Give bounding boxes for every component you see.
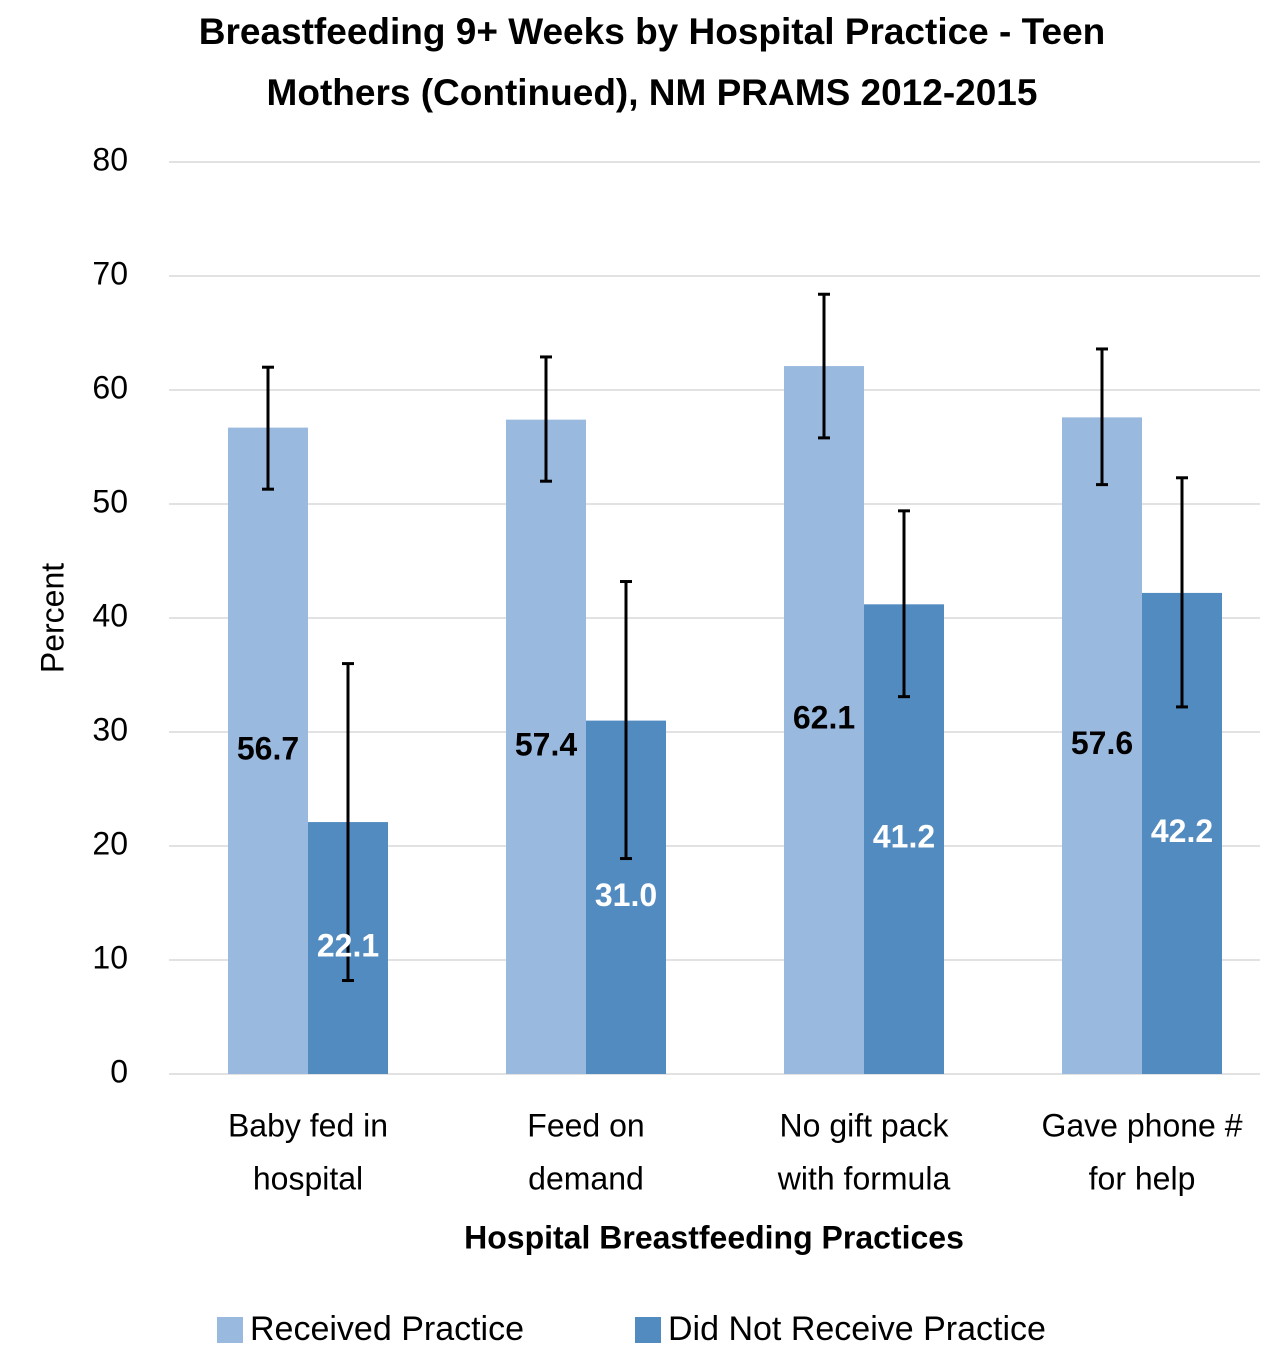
- chart-title: Breastfeeding 9+ Weeks by Hospital Pract…: [199, 11, 1106, 52]
- data-label: 56.7: [237, 730, 299, 766]
- y-tick-label: 10: [92, 939, 128, 975]
- legend-swatch: [217, 1317, 243, 1343]
- x-axis-title: Hospital Breastfeeding Practices: [464, 1219, 964, 1255]
- bar: [1062, 417, 1142, 1074]
- x-tick-label: hospital: [253, 1160, 363, 1196]
- y-tick-label: 80: [92, 141, 128, 177]
- y-tick-label: 30: [92, 711, 128, 747]
- bar: [784, 366, 864, 1074]
- bar: [506, 419, 586, 1074]
- x-tick-label: Gave phone #: [1041, 1107, 1242, 1143]
- y-tick-label: 40: [92, 597, 128, 633]
- x-tick-label: demand: [528, 1160, 644, 1196]
- data-label: 57.4: [515, 726, 577, 762]
- legend-label: Did Not Receive Practice: [668, 1310, 1046, 1348]
- x-tick-label: Feed on: [527, 1107, 644, 1143]
- legend-label: Received Practice: [250, 1310, 524, 1348]
- y-tick-label: 50: [92, 483, 128, 519]
- y-tick-label: 0: [110, 1053, 128, 1089]
- bar: [228, 427, 308, 1074]
- data-label: 22.1: [317, 927, 379, 963]
- legend-swatch: [635, 1317, 661, 1343]
- data-label: 57.6: [1071, 725, 1133, 761]
- y-tick-label: 20: [92, 825, 128, 861]
- x-tick-label: with formula: [777, 1160, 951, 1196]
- data-label: 62.1: [793, 699, 855, 735]
- y-tick-label: 60: [92, 369, 128, 405]
- y-axis-title: Percent: [34, 563, 70, 673]
- chart-title: Mothers (Continued), NM PRAMS 2012-2015: [267, 72, 1038, 113]
- x-tick-label: Baby fed in: [228, 1107, 388, 1143]
- x-tick-label: for help: [1089, 1160, 1196, 1196]
- x-tick-label: No gift pack: [780, 1107, 950, 1143]
- data-label: 31.0: [595, 877, 657, 913]
- y-tick-label: 70: [92, 255, 128, 291]
- data-label: 41.2: [873, 819, 935, 855]
- data-label: 42.2: [1151, 813, 1213, 849]
